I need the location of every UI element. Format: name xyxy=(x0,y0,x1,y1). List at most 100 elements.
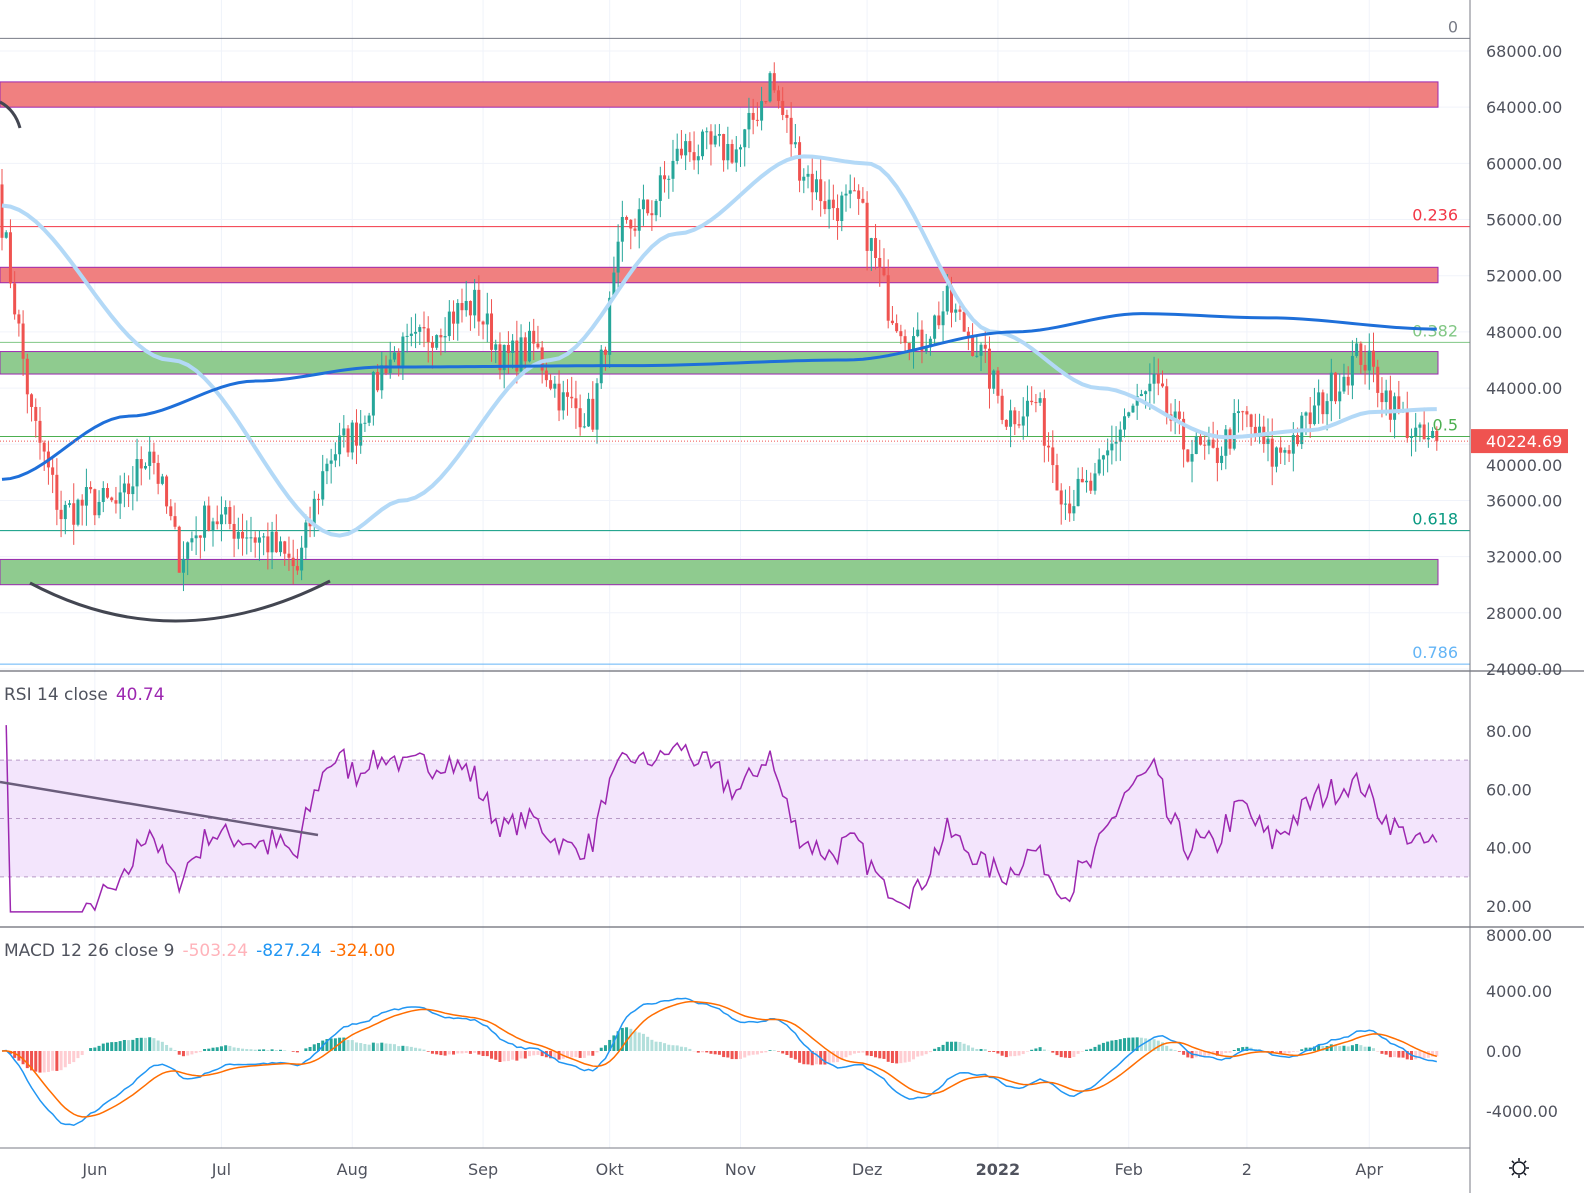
candle xyxy=(912,336,916,352)
candle xyxy=(557,383,561,411)
candle xyxy=(1329,372,1333,402)
candle xyxy=(1287,450,1291,454)
macd-histogram-bar xyxy=(68,1051,72,1064)
candle xyxy=(933,315,937,339)
macd-histogram-bar xyxy=(1114,1039,1118,1051)
candle xyxy=(1418,424,1422,428)
candle xyxy=(468,300,472,316)
macd-histogram-bar xyxy=(751,1051,755,1055)
macd-histogram-bar xyxy=(1334,1045,1338,1051)
candle xyxy=(4,232,8,238)
candle xyxy=(447,311,451,337)
macd-histogram-bar xyxy=(1397,1051,1401,1058)
candle xyxy=(1274,447,1278,467)
macd-histogram-bar xyxy=(219,1046,223,1051)
macd-histogram-bar xyxy=(971,1047,975,1051)
candle xyxy=(528,330,531,362)
candle xyxy=(460,303,464,311)
fib-label: 0 xyxy=(1448,17,1458,36)
candle xyxy=(456,303,460,324)
candle xyxy=(401,336,405,368)
macd-histogram-bar xyxy=(578,1051,582,1058)
settings-icon[interactable] xyxy=(1509,1158,1529,1178)
macd-histogram-bar xyxy=(1321,1046,1325,1051)
macd-histogram-bar xyxy=(456,1051,460,1054)
macd-histogram-bar xyxy=(1161,1042,1164,1051)
rounded-bottom-arc xyxy=(29,579,331,623)
macd-histogram-bar xyxy=(468,1051,472,1054)
macd-histogram-bar xyxy=(1034,1048,1038,1051)
macd-histogram-bar xyxy=(481,1051,485,1056)
rsi-title: RSI 14 close xyxy=(4,685,108,705)
macd-tick-label: 0.00 xyxy=(1486,1042,1522,1061)
macd-histogram-bar xyxy=(1123,1038,1127,1051)
candle xyxy=(1093,473,1097,491)
macd-histogram-bar xyxy=(1055,1051,1059,1056)
candle xyxy=(241,531,245,539)
candle xyxy=(1388,390,1392,420)
candle xyxy=(565,392,569,397)
candle xyxy=(536,343,540,348)
candle xyxy=(1194,436,1198,455)
candle xyxy=(1203,444,1207,446)
price-tick-label: 48000.00 xyxy=(1486,323,1562,342)
macd-histogram-bar xyxy=(1346,1046,1350,1051)
candle xyxy=(1372,350,1375,367)
candle xyxy=(502,344,506,371)
macd-histogram-bar xyxy=(354,1042,358,1051)
macd-histogram-bar xyxy=(857,1051,861,1053)
candle xyxy=(1393,396,1397,420)
macd-histogram-bar xyxy=(916,1051,920,1057)
candle xyxy=(916,329,920,337)
candle xyxy=(869,238,873,251)
macd-histogram-bar xyxy=(878,1051,882,1059)
macd-histogram-bar xyxy=(848,1051,852,1056)
macd-histogram-bar xyxy=(827,1051,831,1064)
candle xyxy=(633,228,637,231)
candle xyxy=(890,320,894,324)
candle xyxy=(490,313,494,350)
macd-histogram-bar xyxy=(1186,1051,1190,1058)
macd-histogram-bar xyxy=(768,1050,772,1051)
macd-histogram-bar xyxy=(950,1041,953,1051)
macd-histogram-bar xyxy=(570,1051,574,1058)
macd-histogram-bar xyxy=(519,1051,523,1059)
macd-histogram-bar xyxy=(279,1049,283,1051)
candle xyxy=(392,352,396,360)
macd-histogram-bar xyxy=(114,1041,118,1051)
candle xyxy=(1296,434,1300,445)
candle xyxy=(1435,430,1439,442)
rounded-top-arc xyxy=(0,100,22,129)
candle xyxy=(198,535,202,538)
candle xyxy=(874,238,878,258)
macd-histogram-bar xyxy=(869,1051,873,1057)
candle xyxy=(338,435,342,455)
macd-histogram-bar xyxy=(418,1048,422,1051)
candle xyxy=(1123,416,1127,430)
candle xyxy=(1148,383,1152,392)
macd-histogram-bar xyxy=(405,1046,409,1051)
macd-histogram-bar xyxy=(1220,1051,1224,1056)
macd-histogram-bar xyxy=(882,1051,886,1059)
candle xyxy=(1118,429,1122,442)
candle xyxy=(882,267,886,276)
candle xyxy=(561,392,565,411)
macd-histogram-bar xyxy=(675,1045,679,1051)
candle xyxy=(464,300,468,311)
rsi-line xyxy=(5,725,1438,913)
candle xyxy=(1021,416,1025,426)
candle xyxy=(51,467,55,475)
candle xyxy=(42,442,46,452)
macd-histogram-bar xyxy=(831,1051,835,1063)
macd-histogram-bar xyxy=(814,1051,818,1065)
candle xyxy=(1334,372,1338,402)
macd-histogram-bar xyxy=(414,1047,418,1051)
macd-histogram-bar xyxy=(1089,1048,1093,1051)
candle xyxy=(865,202,869,251)
macd-histogram-bar xyxy=(1009,1051,1013,1057)
candle xyxy=(1034,402,1038,404)
candle xyxy=(1363,364,1367,371)
macd-histogram-bar xyxy=(781,1051,785,1054)
macd-histogram-bar xyxy=(1059,1051,1063,1058)
